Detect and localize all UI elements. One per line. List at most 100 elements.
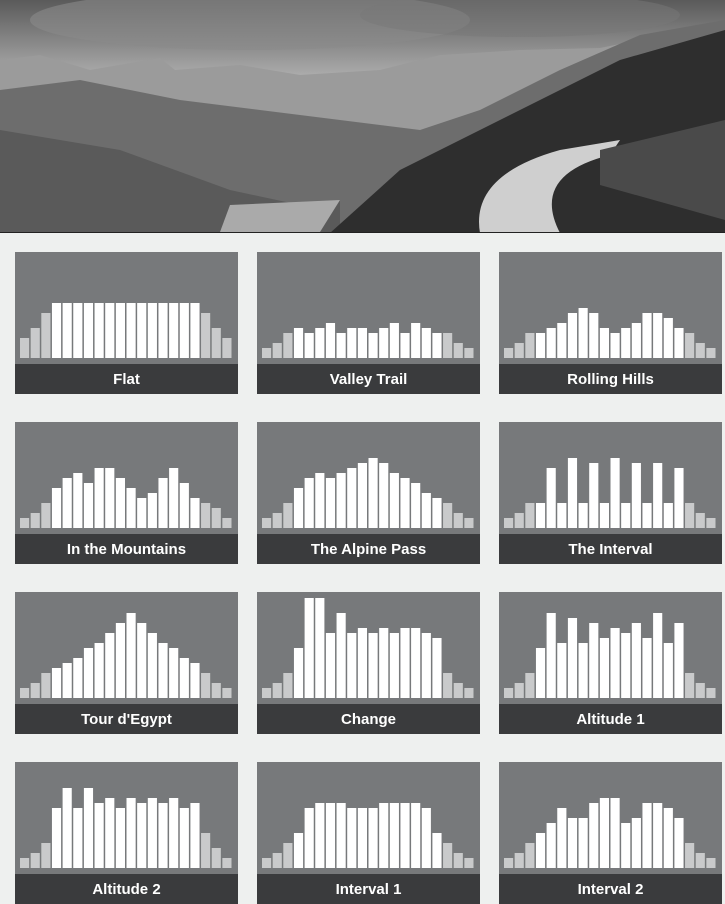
profile-bar <box>389 323 399 358</box>
profile-bar <box>222 688 232 698</box>
profile-bar <box>347 328 357 358</box>
profile-bar <box>315 803 325 868</box>
profile-bar <box>599 503 609 528</box>
profile-bar <box>73 473 83 528</box>
profile-bar <box>20 858 30 868</box>
program-card[interactable]: Valley Trail <box>257 252 480 394</box>
profile-bar <box>30 513 40 528</box>
program-card[interactable]: Change <box>257 592 480 734</box>
profile-bar <box>567 458 578 528</box>
profile-bar <box>589 463 599 528</box>
profile-bar <box>663 503 673 528</box>
profile-bar <box>525 333 535 358</box>
card-label: Valley Trail <box>330 371 408 388</box>
program-card[interactable]: Tour d'Egypt <box>15 592 238 734</box>
profile-bar <box>599 328 609 358</box>
profile-bar <box>30 328 40 358</box>
profile-bar <box>315 598 325 698</box>
profile-bar <box>137 803 147 868</box>
card-label-bg <box>257 874 480 904</box>
profile-bar <box>293 328 304 358</box>
profile-bar <box>126 488 136 528</box>
profile-bar <box>272 513 282 528</box>
profile-bar <box>567 818 578 868</box>
profile-bar <box>51 668 62 698</box>
profile-bar <box>389 803 399 868</box>
profile-bar <box>262 348 272 358</box>
profile-bar <box>20 688 30 698</box>
card-label-bg <box>15 704 238 734</box>
profile-bar <box>464 518 474 528</box>
profile-bar <box>20 338 30 358</box>
profile-bar <box>169 798 179 868</box>
profile-bar <box>51 808 62 868</box>
profile-bar <box>115 303 125 358</box>
profile-bar <box>514 683 524 698</box>
profile-bar <box>400 803 410 868</box>
profile-bar <box>105 798 115 868</box>
program-card[interactable]: Flat <box>15 252 238 394</box>
profile-bar <box>83 303 94 358</box>
profile-bar <box>642 503 652 528</box>
program-card[interactable]: The Alpine Pass <box>257 422 480 564</box>
program-card[interactable]: Altitude 1 <box>499 592 722 734</box>
profile-bar <box>599 798 609 868</box>
profile-bar <box>432 638 442 698</box>
profile-bar <box>504 688 514 698</box>
profile-bar <box>347 468 357 528</box>
card-label: Interval 1 <box>336 881 402 898</box>
profile-bar <box>421 493 431 528</box>
profile-bar <box>94 468 104 528</box>
profile-bar <box>201 313 211 358</box>
profile-bar <box>621 503 631 528</box>
profile-bar <box>336 333 346 358</box>
profile-bar <box>304 808 314 868</box>
profile-bar <box>20 518 30 528</box>
profile-bar <box>674 818 684 868</box>
profile-bar <box>663 643 673 698</box>
profile-bar <box>211 508 221 528</box>
profile-bar <box>685 503 695 528</box>
profile-bar <box>525 843 535 868</box>
profile-bar <box>190 663 200 698</box>
profile-bar <box>357 463 367 528</box>
profile-bar <box>610 458 620 528</box>
program-card[interactable]: Altitude 2 <box>15 762 238 904</box>
profile-bar <box>578 818 588 868</box>
profile-bar <box>283 333 293 358</box>
program-card[interactable]: Interval 1 <box>257 762 480 904</box>
profile-bar <box>304 478 314 528</box>
profile-bar <box>158 303 168 358</box>
program-card[interactable]: Rolling Hills <box>499 252 722 394</box>
profile-bar <box>674 328 684 358</box>
program-card[interactable]: In the Mountains <box>15 422 238 564</box>
profile-bar <box>464 858 474 868</box>
profile-bar <box>158 643 168 698</box>
profile-bar <box>62 663 72 698</box>
profile-bar <box>105 303 115 358</box>
profile-bar <box>293 833 304 868</box>
profile-bar <box>368 333 378 358</box>
profile-bar <box>453 343 463 358</box>
profile-bar <box>631 463 641 528</box>
profile-bar <box>325 323 336 358</box>
profile-bar <box>147 303 157 358</box>
profile-bar <box>567 313 578 358</box>
profile-bar <box>262 518 272 528</box>
profile-bar <box>325 478 336 528</box>
profile-bar <box>336 613 346 698</box>
profile-bar <box>368 458 378 528</box>
profile-bar <box>557 323 567 358</box>
profile-bar <box>83 648 94 698</box>
program-card[interactable]: The Interval <box>499 422 722 564</box>
profile-bar <box>137 623 147 698</box>
program-card[interactable]: Interval 2 <box>499 762 722 904</box>
profile-bar <box>504 348 514 358</box>
profile-bar <box>706 348 716 358</box>
profile-bar <box>411 323 421 358</box>
profile-bar <box>126 798 136 868</box>
profile-bar <box>663 808 673 868</box>
profile-bar <box>336 803 346 868</box>
